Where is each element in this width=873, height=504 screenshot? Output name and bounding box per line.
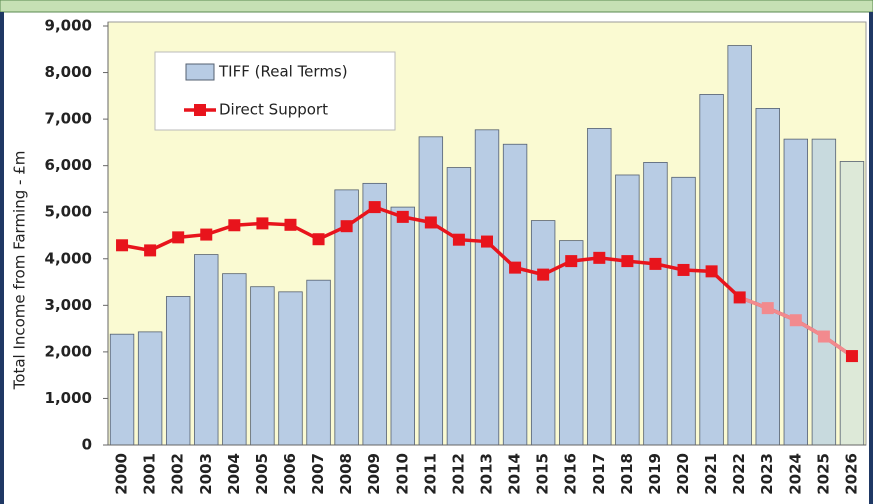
marker	[284, 218, 297, 231]
marker	[509, 261, 522, 274]
x-tick-label: 2001	[141, 453, 159, 495]
x-tick-label: 2025	[814, 453, 832, 495]
marker	[761, 302, 774, 315]
marker	[677, 263, 690, 276]
legend-swatch	[185, 63, 215, 81]
y-tick-label: 3,000	[45, 296, 92, 314]
bar	[783, 138, 809, 446]
marker	[228, 219, 241, 232]
bar	[390, 206, 415, 446]
bar	[811, 138, 837, 446]
marker	[817, 330, 830, 343]
marker	[733, 291, 746, 304]
bar	[587, 128, 612, 446]
x-tick-label: 2026	[842, 453, 860, 495]
x-tick-label: 2016	[562, 453, 580, 495]
bar	[727, 45, 752, 446]
marker	[116, 239, 129, 252]
x-tick-label: 2004	[225, 453, 243, 495]
y-tick-label: 9,000	[45, 17, 92, 35]
marker	[481, 235, 493, 248]
x-tick-label: 2003	[197, 453, 215, 495]
x-tick-label: 2015	[534, 453, 552, 495]
x-tick-label: 2002	[169, 453, 187, 495]
bar	[839, 161, 865, 446]
marker	[452, 233, 465, 246]
bar	[194, 254, 219, 446]
bar	[250, 286, 275, 446]
x-tick-label: 2006	[281, 453, 299, 495]
marker	[368, 201, 381, 214]
x-tick-label: 2012	[449, 453, 467, 495]
bar	[362, 182, 387, 446]
x-tick-label: 2010	[393, 453, 411, 495]
marker	[537, 268, 550, 281]
y-tick-label: 2,000	[45, 342, 92, 360]
bar	[418, 136, 444, 446]
x-tick-label: 2014	[506, 453, 524, 495]
legend-label: Direct Support	[219, 101, 328, 119]
bar	[502, 143, 528, 446]
bar	[474, 129, 500, 446]
x-tick-label: 2021	[702, 453, 720, 495]
bar	[643, 162, 668, 446]
x-tick-label: 2017	[590, 453, 608, 495]
bar	[137, 331, 163, 446]
x-tick-label: 2007	[309, 453, 327, 495]
marker	[649, 257, 662, 270]
y-tick-label: 7,000	[45, 110, 92, 128]
marker	[340, 220, 353, 233]
bar	[755, 108, 780, 446]
x-tick-label: 2023	[758, 453, 776, 495]
marker	[565, 255, 578, 268]
y-axis-label: Total Income from Farming - £m	[11, 151, 29, 391]
marker	[705, 265, 718, 278]
marker	[789, 314, 802, 327]
x-tick-label: 2020	[674, 453, 692, 495]
bar	[222, 273, 247, 446]
marker	[312, 233, 325, 246]
bar	[559, 240, 584, 446]
bar	[615, 174, 640, 446]
x-tick-label: 2008	[337, 453, 355, 495]
legend-label: TIFF (Real Terms)	[218, 63, 348, 81]
bar	[306, 279, 331, 446]
marker	[172, 231, 185, 244]
marker	[256, 217, 269, 230]
marker	[593, 251, 606, 264]
marker	[396, 210, 409, 223]
y-tick-label: 5,000	[45, 203, 92, 221]
marker	[424, 216, 437, 229]
bar	[109, 333, 135, 446]
x-tick-label: 2013	[478, 453, 496, 495]
x-tick-label: 2024	[786, 453, 804, 495]
y-tick-label: 0	[82, 436, 92, 454]
x-tick-label: 2011	[421, 453, 439, 495]
y-tick-label: 6,000	[45, 156, 92, 174]
x-tick-label: 2022	[730, 453, 748, 495]
y-tick-label: 1,000	[45, 389, 92, 407]
x-tick-label: 2009	[365, 453, 383, 495]
marker	[845, 350, 858, 363]
bar	[278, 291, 303, 446]
marker	[200, 228, 213, 241]
x-tick-label: 2005	[253, 453, 271, 495]
legend-marker	[194, 104, 206, 116]
marker	[144, 244, 157, 257]
y-tick-label: 8,000	[45, 63, 92, 81]
top-band	[0, 0, 873, 13]
marker	[621, 255, 634, 268]
x-tick-label: 2000	[113, 453, 131, 495]
bar	[530, 220, 556, 446]
x-tick-label: 2019	[646, 453, 664, 495]
y-tick-label: 4,000	[45, 249, 92, 267]
bar	[446, 167, 472, 446]
bar	[671, 176, 696, 446]
bar	[165, 296, 191, 446]
x-tick-label: 2018	[618, 453, 636, 495]
